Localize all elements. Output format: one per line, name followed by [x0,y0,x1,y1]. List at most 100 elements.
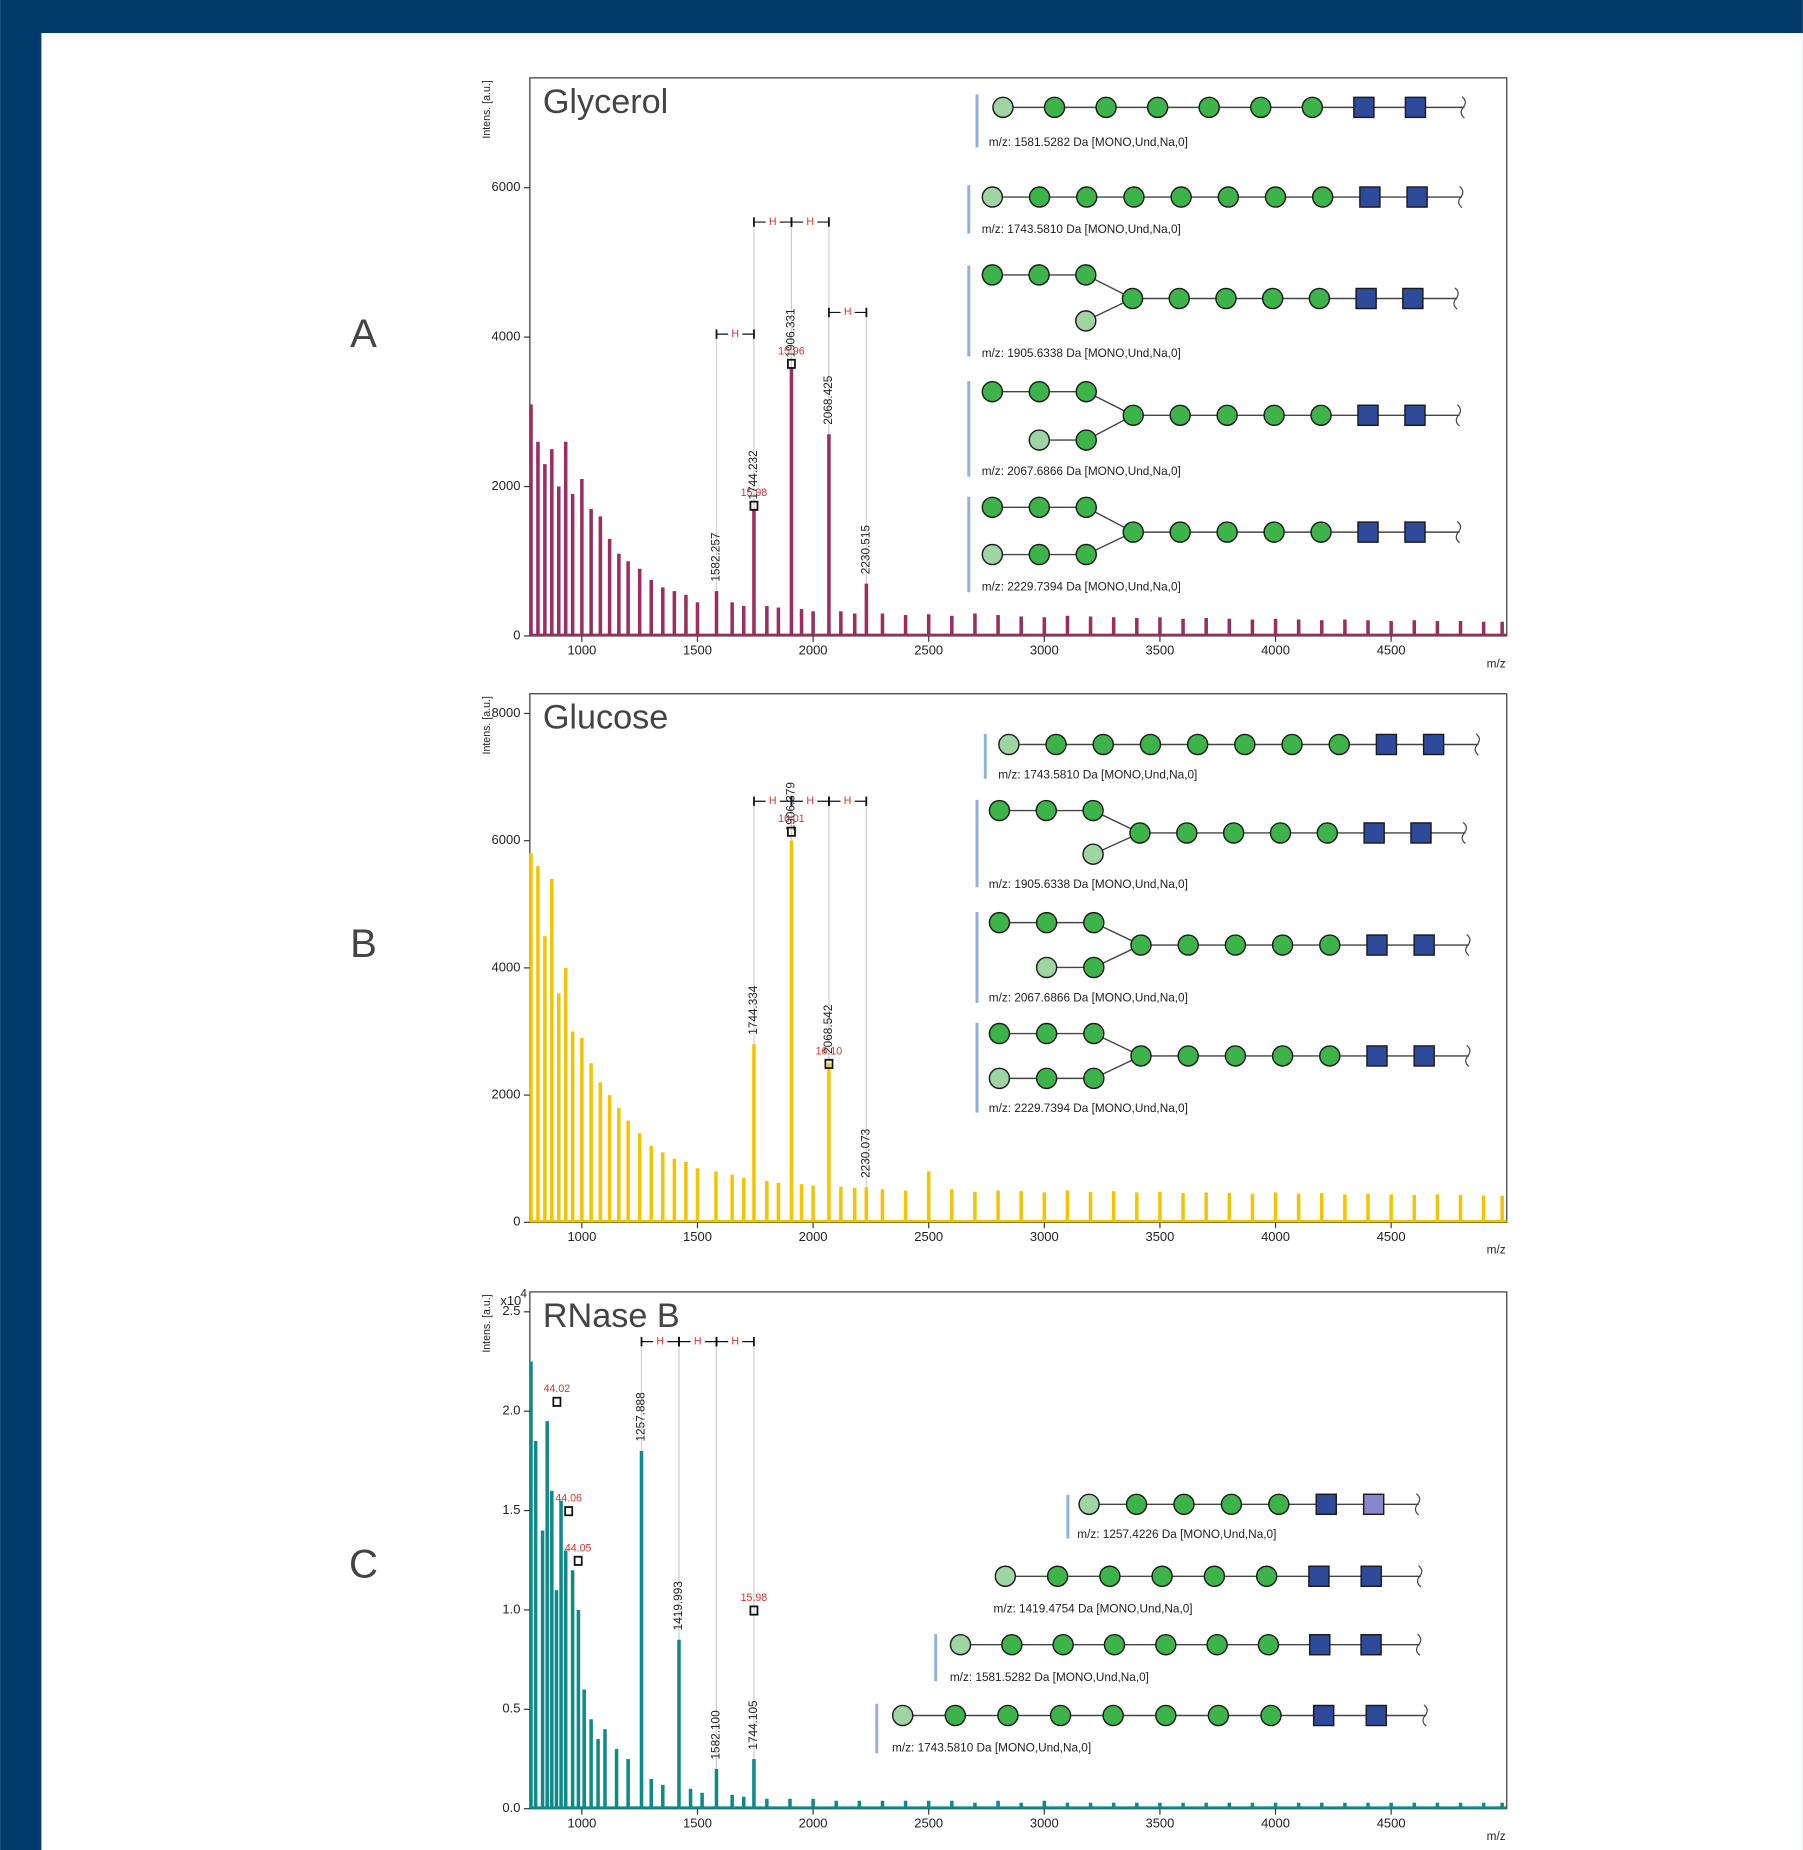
glycan-circle [1173,1493,1195,1516]
glycan-circle [1176,822,1198,844]
glycan-circle [1083,1022,1105,1045]
difference-mark [787,826,796,837]
glycan-square [1315,1493,1337,1516]
glycan-circle [1102,1704,1124,1727]
glycan-circle [1250,96,1272,119]
glycan-circle [1310,404,1332,427]
glycan-circle [1170,186,1192,208]
glycan-circle [1146,96,1169,119]
glycan-circle [981,543,1004,566]
glycan-circle [1130,1045,1152,1067]
glycan-circle [1271,934,1294,956]
interval-label: H [806,216,814,228]
glycan-circle [1075,543,1098,566]
x-tick-label: 3000 [1030,1815,1059,1830]
glycan-circle [1263,404,1285,427]
panel-label: C [349,1542,378,1586]
y-tick-label: 6000 [492,832,521,847]
x-tick-label: 2500 [914,1815,943,1830]
glycan-circle [1177,934,1199,956]
y-tick-label: 2.5 [502,1303,520,1318]
y-tick-label: 0.0 [502,1800,520,1815]
x-tick-label: 4500 [1377,1229,1406,1244]
glycan-square [1363,822,1385,844]
glycan-circle [1083,911,1105,934]
glycan-square [1309,1633,1331,1656]
glycan-square [1308,1565,1330,1588]
peak-label: 2068.542 [822,1005,835,1054]
structure-label: m/z: 2067.6866 Da [MONO,Und,Na,0] [989,991,1188,1004]
x-tick-label: 3000 [1030,643,1059,658]
difference-label: 15.98 [741,487,768,499]
structure-label: m/z: 1257.4226 Da [MONO,Und,Na,0] [1077,1528,1276,1541]
glycan-circle [1264,186,1287,208]
glycan-circle [988,799,1011,822]
structure-label: m/z: 1905.6338 Da [MONO,Und,Na,0] [982,347,1181,360]
glycan-circle [994,1565,1017,1588]
glycan-circle [1043,96,1066,119]
glycan-circle [981,186,1004,208]
glycan-circle [1257,1633,1280,1656]
x-tick-label: 1000 [567,643,596,658]
peak-label: 1419.993 [672,1581,685,1631]
glycan-circle [1035,956,1058,979]
panel-label: A [350,312,377,356]
y-axis-label: Intens. [a.u.] [481,696,493,754]
peak-label: 1906.331 [785,308,798,357]
glycan-circle [1103,1633,1126,1656]
glycan-circle [1028,543,1051,566]
glycan-circle [1263,521,1285,543]
glycan-circle [1045,733,1067,756]
glycan-square [1406,186,1428,208]
glycan-circle [1220,1493,1243,1516]
interval-label: H [844,306,852,318]
peak-label: 1582.257 [710,533,723,582]
glycan-circle [1082,843,1104,865]
plot-area [529,1291,1508,1810]
interval-label: H [769,795,777,807]
glycan-circle [1121,287,1144,310]
structure-label: m/z: 1743.5810 Da [MONO,Und,Na,0] [998,768,1197,781]
interval-label-bg [840,794,855,809]
glycan-circle [1075,429,1098,451]
glycan-circle [1083,956,1105,979]
glycan-circle [1216,521,1238,543]
glycan-circle [1052,1633,1074,1656]
glycan-end [1422,1704,1428,1727]
difference-label: 44.05 [565,1542,592,1554]
glycan-circle [1203,1565,1226,1588]
glycan-structure: m/z: 2067.6866 Da [MONO,Und,Na,0] [975,911,1471,1004]
interval-label: H [656,1335,664,1347]
glycan-circle [1168,287,1190,310]
glycan-end [1455,404,1462,427]
x-tick-label: 2500 [914,643,943,658]
glycan-square [1359,186,1381,208]
glycan-circle [1001,1633,1023,1656]
difference-label: 44.06 [555,1493,582,1505]
difference-label: 15.96 [778,345,805,357]
y-tick-label: 4000 [492,329,521,344]
chart-title: Glycerol [543,83,668,121]
glycan-circle [1075,380,1098,403]
glycan-circle [988,1022,1011,1045]
glycan-circle [1224,1045,1247,1067]
glycan-circle [1028,186,1051,208]
glycan-circle [1316,822,1339,844]
glycan-square [1360,1565,1382,1588]
panel-label: B [350,922,377,966]
interval-label-bg [728,1334,743,1349]
glycan-end [1461,821,1467,845]
glycan-square [1365,1704,1388,1727]
glycan-circle [1122,521,1144,543]
glycan-circle [1271,1045,1294,1067]
glycan-circle [1046,1565,1069,1588]
y-axis-label: Intens. [a.u.] [481,1294,493,1352]
y-tick-label: 1.5 [502,1502,520,1517]
plot-area [529,77,1508,637]
glycan-circle [992,96,1014,119]
glycan-circle [1311,186,1334,208]
glycan-circle [1155,1633,1177,1656]
glycan-circle [1215,287,1237,310]
interval-label-bg [690,1334,705,1349]
